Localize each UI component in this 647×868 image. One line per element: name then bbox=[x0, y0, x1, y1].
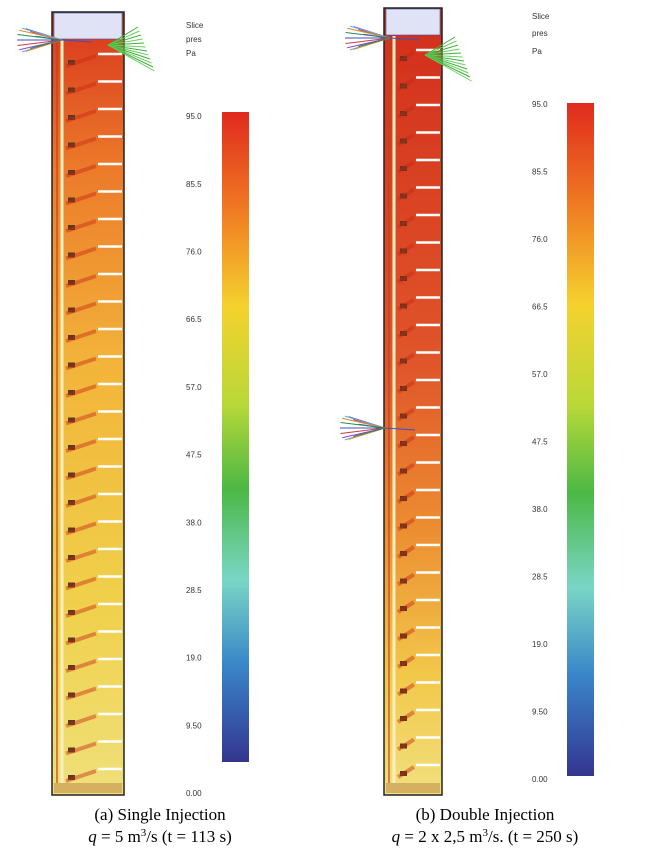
legend-text: Pa bbox=[532, 47, 542, 56]
colorbar-tick-label: 66.5 bbox=[186, 315, 202, 324]
colorbar-tick-label: 0.00 bbox=[532, 775, 548, 784]
colorbar-tick-label: 19.0 bbox=[532, 640, 548, 649]
formula-text: /s. (t = 250 s) bbox=[488, 827, 578, 846]
colorbar bbox=[567, 103, 594, 776]
colorbar-tick-label: 9.50 bbox=[532, 708, 548, 717]
colorbar-tick-label: 57.0 bbox=[532, 370, 548, 379]
colorbar-tick-label: 66.5 bbox=[532, 303, 548, 312]
legend-text: Slice bbox=[186, 21, 204, 30]
formula-text: = 5 m bbox=[97, 827, 141, 846]
colorbar-tick-label: 19.0 bbox=[186, 654, 202, 663]
panel: Slice pres Pa 95.0 85.5 76.0 66.5 57.0 47.5 38.0 2… bbox=[340, 8, 594, 846]
colorbar-tick-label: 9.50 bbox=[186, 721, 202, 730]
colorbar-tick-label: 28.5 bbox=[532, 573, 548, 582]
caption-formula: q = 5 m3/s (t = 113 s) bbox=[88, 827, 232, 846]
colorbar-tick-label: 76.0 bbox=[186, 248, 202, 257]
shaft-top bbox=[386, 9, 440, 35]
legend-text: Slice bbox=[532, 12, 550, 21]
caption-title: (b) Double Injection bbox=[416, 805, 555, 824]
colorbar-tick-label: 95.0 bbox=[186, 112, 202, 121]
legend-text: pres bbox=[532, 29, 548, 38]
colorbar-tick-label: 0.00 bbox=[186, 789, 202, 798]
colorbar-tick-label: 38.0 bbox=[532, 505, 548, 514]
colorbar-tick-label: 38.0 bbox=[186, 518, 202, 527]
colorbar-tick-label: 47.5 bbox=[532, 438, 548, 447]
injection-vector bbox=[353, 428, 385, 436]
shaft-bottom bbox=[54, 783, 122, 793]
colorbar-tick-label: 95.0 bbox=[532, 100, 548, 109]
shaft-top bbox=[54, 13, 122, 39]
caption-formula: q = 2 x 2,5 m3/s. (t = 250 s) bbox=[392, 827, 579, 846]
colorbar-tick-label: 47.5 bbox=[186, 451, 202, 460]
colorbar bbox=[222, 112, 249, 762]
caption-title: (a) Single Injection bbox=[94, 805, 226, 824]
formula-text: = 2 x 2,5 m bbox=[400, 827, 482, 846]
colorbar-tick-label: 57.0 bbox=[186, 383, 202, 392]
legend-text: pres bbox=[186, 35, 202, 44]
panel: Slice pres Pa 95.0 85.5 76.0 66.5 57.0 47.5 38.0 2… bbox=[17, 12, 249, 846]
colorbar-tick-label: 76.0 bbox=[532, 235, 548, 244]
legend-text: Pa bbox=[186, 49, 196, 58]
colorbar-tick-label: 85.5 bbox=[532, 168, 548, 177]
figure: Slice pres Pa 95.0 85.5 76.0 66.5 57.0 47.5 38.0 2… bbox=[0, 0, 647, 868]
colorbar-tick-label: 28.5 bbox=[186, 586, 202, 595]
colorbar-tick-label: 85.5 bbox=[186, 180, 202, 189]
formula-text: /s (t = 113 s) bbox=[146, 827, 231, 846]
shaft-bottom bbox=[386, 783, 440, 793]
